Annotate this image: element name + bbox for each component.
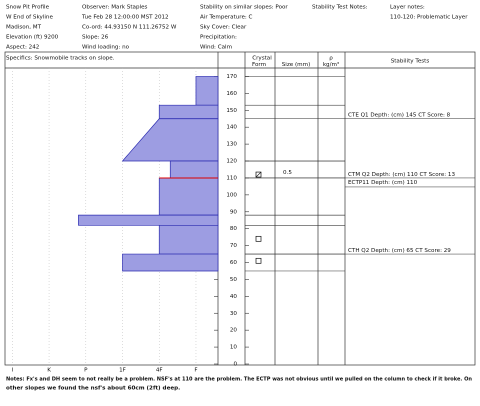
header-field: Tue Feb 28 12:00:00 MST 2012 xyxy=(81,15,169,21)
specifics: Specifics: Snowmobile tracks on slope. xyxy=(6,56,115,62)
header-field: Wind: Calm xyxy=(200,45,232,51)
y-tick-label: 100 xyxy=(226,192,237,198)
header-field: Observer: Mark Staples xyxy=(82,5,148,11)
frame-box xyxy=(4,51,476,366)
y-tick-label: 20 xyxy=(230,328,238,334)
x-tick-label: 4F xyxy=(156,368,163,374)
y-tick-label: 160 xyxy=(226,91,237,97)
header-label: Layer notes: xyxy=(390,5,425,11)
y-tick-label: 0 xyxy=(233,362,237,368)
header-field: Sky Cover: Clear xyxy=(200,25,247,31)
hardness-layer xyxy=(169,160,219,179)
crystal-size: 0.5 xyxy=(283,170,292,176)
x-tick-label: P xyxy=(84,368,88,374)
x-tick-label: 1F xyxy=(119,368,126,374)
y-tick-label: 130 xyxy=(226,142,237,148)
header-field: Precipitation: xyxy=(200,35,237,41)
column-heading: ρ xyxy=(329,56,333,62)
y-tick-label: 30 xyxy=(230,311,238,317)
y-tick-label: 140 xyxy=(226,125,237,131)
hardness-layer xyxy=(158,104,219,120)
stability-test: CTM Q2 Depth: (cm) 110 CT Score: 13 xyxy=(348,172,455,178)
crystal-form xyxy=(255,257,262,264)
y-tick-label: 70 xyxy=(230,243,238,249)
crystal-form xyxy=(255,235,262,242)
hardness-layer xyxy=(158,177,219,216)
column-heading: Stability Tests xyxy=(391,59,430,65)
notes: Notes: Fx's and DH seem to not really be… xyxy=(6,377,472,383)
hardness-layer xyxy=(158,224,219,255)
y-tick-label: 110 xyxy=(226,175,237,181)
header-field: Madison, MT xyxy=(6,25,42,31)
column-heading: kg/m³ xyxy=(323,61,339,68)
header-field: Air Temperature: C xyxy=(200,15,253,21)
header-field: Stability on similar slopes: Poor xyxy=(200,5,288,11)
x-tick-label: K xyxy=(47,368,51,374)
y-tick-label: 120 xyxy=(226,159,237,165)
header-field: W End of Skyline xyxy=(6,15,53,21)
layer-note: 110-120: Problematic Layer xyxy=(390,15,468,21)
notes: other slopes we found the nsf's about 60… xyxy=(6,386,180,392)
y-tick-label: 170 xyxy=(226,74,237,80)
hardness-layer xyxy=(121,118,219,162)
hardness-layer xyxy=(122,253,219,272)
y-tick-label: 60 xyxy=(230,260,238,266)
hardness-layer xyxy=(195,76,219,106)
stability-test: CTE Q1 Depth: (cm) 145 CT Score: 8 xyxy=(348,113,451,119)
header-field: Aspect: 242 xyxy=(6,45,39,51)
x-tick-label: I xyxy=(12,368,14,374)
header-field: Slope: 26 xyxy=(82,35,109,41)
y-tick-label: 90 xyxy=(230,209,238,215)
column-heading: Crystal xyxy=(252,56,272,62)
header-field: Elevation (ft) 9200 xyxy=(6,35,59,41)
header-field: Snow Pit Profile xyxy=(6,5,50,11)
header-field: Wind loading: no xyxy=(82,45,130,51)
y-tick-label: 40 xyxy=(230,294,238,300)
stability-test: CTH Q2 Depth: (cm) 65 CT Score: 29 xyxy=(348,248,451,254)
header-field: Co-ord: 44.93150 N 111.26752 W xyxy=(82,25,177,31)
crystal-form-slash xyxy=(255,171,262,178)
y-tick-label: 10 xyxy=(230,345,238,351)
column-heading: Form xyxy=(252,62,266,68)
header-label: Stability Test Notes: xyxy=(312,5,368,11)
y-tick-label: 80 xyxy=(230,226,238,232)
stability-test: ECTP11 Depth: (cm) 110 xyxy=(348,180,418,186)
crystal-form xyxy=(255,171,262,178)
y-tick-label: 150 xyxy=(226,108,237,114)
column-heading: Size (mm) xyxy=(282,62,311,68)
hardness-layer xyxy=(78,214,219,226)
y-tick-label: 50 xyxy=(230,277,238,283)
x-tick-label: F xyxy=(194,368,197,374)
